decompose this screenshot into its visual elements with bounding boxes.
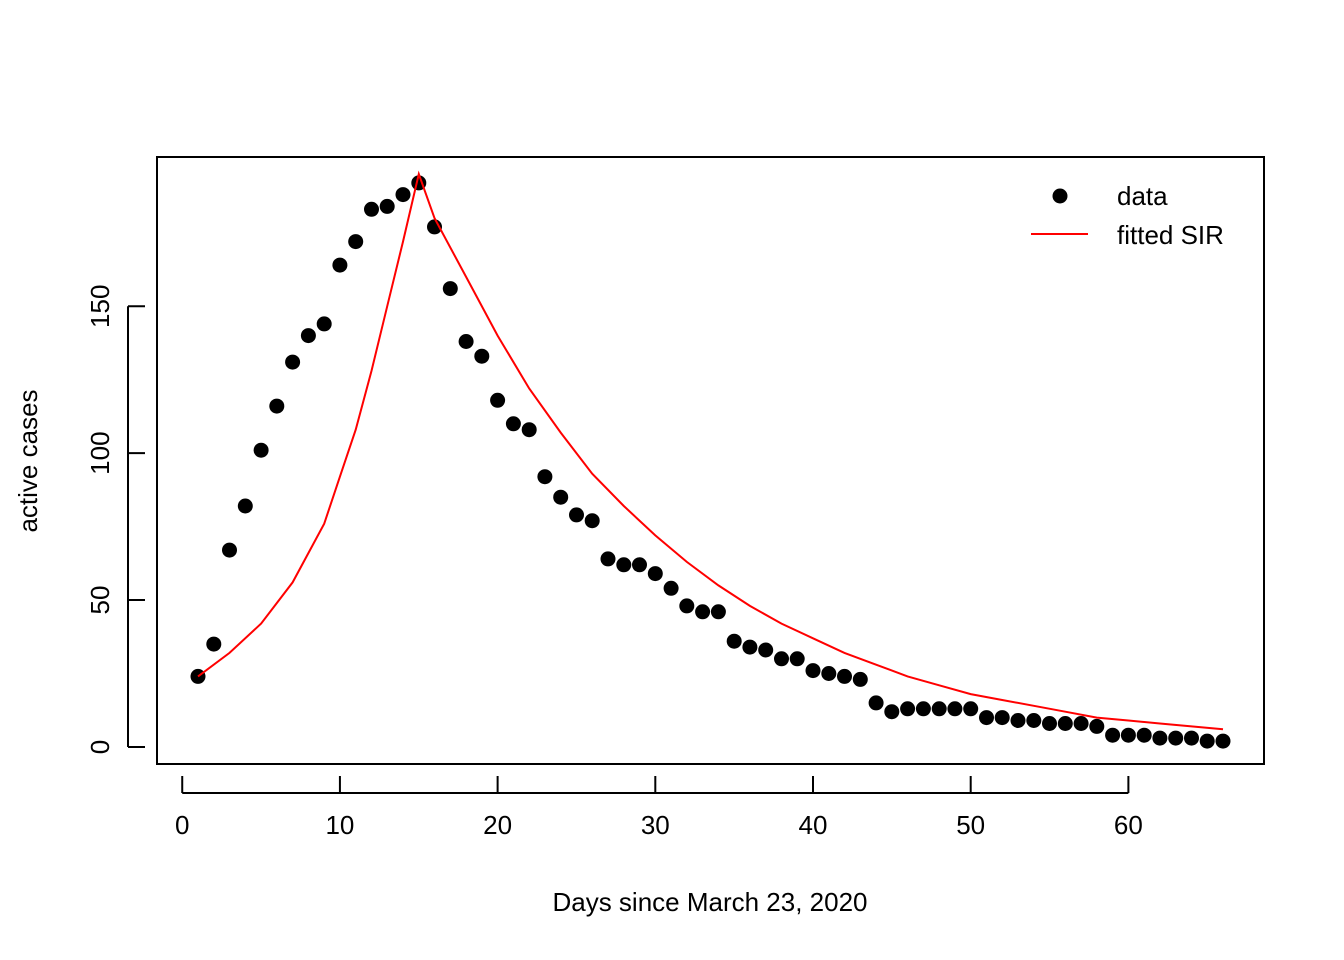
x-axis-label: Days since March 23, 2020 [552,887,867,917]
data-point [458,334,474,349]
data-point [442,281,458,297]
data-point [1120,727,1136,743]
data-point [569,507,584,523]
data-point [1215,733,1231,749]
data-point [789,651,805,667]
data-point [1057,716,1073,731]
data-point [490,392,506,408]
data-point [537,469,553,485]
legend-label-data: data [1117,181,1168,211]
data-point [852,671,868,687]
data-point [1026,713,1042,728]
data-point [300,328,316,344]
data-point [1184,730,1199,746]
fitted-sir-line [197,170,1224,731]
data-point [237,498,253,514]
data-point [1089,718,1105,734]
data-point [505,416,521,432]
data-point [1105,727,1121,743]
x-tick-label: 0 [175,810,189,840]
data-point [695,604,711,620]
data-point [821,666,837,681]
data-point [364,201,379,217]
data-point [1042,716,1057,731]
plot-frame [156,156,1265,765]
y-tick-label: 100 [85,431,115,474]
data-point [915,701,931,717]
legend-label-fitted-sir: fitted SIR [1117,220,1224,250]
data-point [758,642,774,658]
x-tick-label: 60 [1114,810,1143,840]
data-point [269,398,285,414]
data-point [332,257,348,273]
data-point [868,695,884,711]
data-point [947,701,963,717]
legend-marker-data [1052,188,1068,204]
y-tick-label: 50 [85,586,115,615]
data-point [742,639,758,655]
data-point [979,710,994,726]
data-point [553,489,569,505]
legend: data fitted SIR [1031,181,1224,250]
y-axis: 0 50 100 150 [85,285,145,754]
data-point [1199,733,1215,749]
plot-area [190,170,1231,749]
data-point [474,348,490,364]
data-point [663,580,679,596]
data-point [348,234,364,250]
data-point [994,710,1010,726]
y-tick-label: 0 [85,740,115,754]
x-tick-label: 10 [325,810,354,840]
data-point [900,701,916,717]
data-point [395,187,411,203]
data-point [805,663,821,679]
data-point [726,633,742,649]
data-point [1152,730,1168,746]
data-point [931,701,947,717]
data-point [774,651,789,667]
data-point [710,604,726,620]
data-point [253,442,269,458]
y-axis-label: active cases [13,389,43,532]
data-point [1010,713,1026,728]
data-point [285,354,301,370]
x-tick-label: 20 [483,810,512,840]
data-point [521,422,537,438]
data-point [1073,716,1089,731]
data-point [647,566,663,582]
data-point [632,557,647,573]
data-point [679,598,695,614]
data-point [316,316,332,332]
data-point [584,513,600,529]
data-point [600,551,616,567]
data-point [206,636,222,652]
x-axis: 0 10 20 30 40 50 60 [175,776,1143,840]
x-tick-label: 40 [799,810,828,840]
data-point [1136,727,1152,743]
data-point [837,668,852,684]
data-point [1168,730,1184,746]
data-point [616,557,632,573]
data-point [884,704,900,720]
data-point [222,542,237,558]
x-tick-label: 50 [956,810,985,840]
x-tick-label: 30 [641,810,670,840]
y-tick-label: 150 [85,285,115,328]
data-point [963,701,979,717]
data-point [379,198,395,214]
